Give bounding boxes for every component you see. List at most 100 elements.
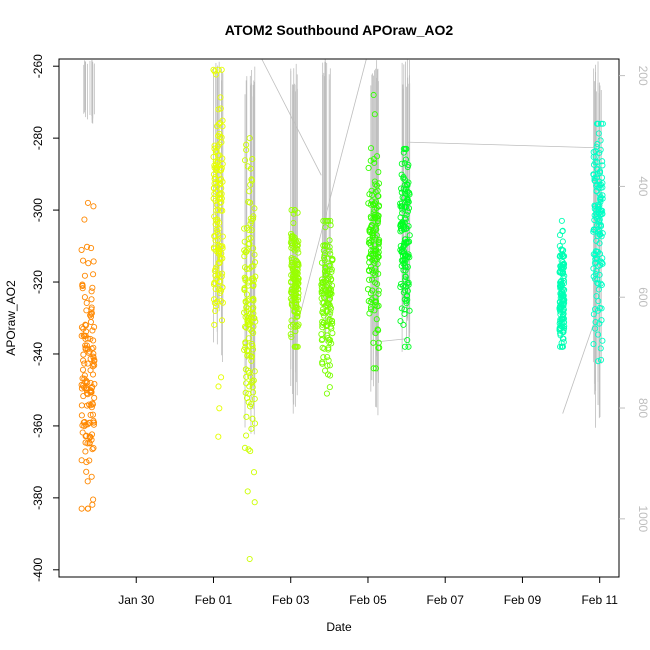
data-point <box>371 178 378 185</box>
x-tick-label: Feb 03 <box>272 593 310 607</box>
y-tick-label: -300 <box>31 198 45 222</box>
data-point <box>590 311 597 318</box>
data-point <box>211 321 218 328</box>
data-point <box>559 228 566 235</box>
data-point <box>80 357 87 364</box>
data-point <box>404 296 411 303</box>
data-point <box>327 289 334 296</box>
data-point <box>218 298 225 305</box>
data-point <box>366 228 373 235</box>
data-point <box>89 446 96 453</box>
data-point <box>288 333 295 341</box>
data-point <box>83 377 90 384</box>
data-point <box>556 253 563 260</box>
data-point <box>89 327 96 334</box>
data-point <box>243 394 251 402</box>
data-point <box>370 155 377 163</box>
data-point <box>375 249 382 256</box>
data-point <box>210 153 217 160</box>
secondary-y-axis: 200 400 600 800 1000 <box>619 66 650 532</box>
data-point <box>598 259 605 266</box>
data-point <box>81 216 88 223</box>
data-point <box>321 345 328 352</box>
data-point <box>88 385 95 392</box>
data-point <box>83 299 90 306</box>
data-point <box>557 322 564 329</box>
data-point <box>406 232 413 239</box>
data-point <box>214 143 221 150</box>
data-point <box>369 191 376 199</box>
data-point <box>365 298 372 305</box>
data-point <box>79 282 86 290</box>
data-point <box>78 246 85 253</box>
data-point <box>398 245 406 252</box>
data-point <box>592 319 599 326</box>
data-point <box>218 139 225 146</box>
y-tick-label: -280 <box>31 126 45 150</box>
data-point <box>219 117 226 124</box>
data-point <box>243 413 250 420</box>
data-point <box>329 257 336 264</box>
data-point <box>366 191 373 198</box>
data-point <box>322 303 329 310</box>
data-point <box>242 340 249 347</box>
data-point <box>320 310 327 317</box>
y-tick-label: -400 <box>31 557 45 581</box>
data-point <box>241 225 248 232</box>
x-axis-label: Date <box>326 620 352 634</box>
data-point <box>287 331 294 338</box>
data-point <box>90 271 97 278</box>
data-point <box>328 266 335 273</box>
data-point <box>249 156 256 163</box>
data-point <box>251 368 258 375</box>
data-point <box>599 207 606 214</box>
data-point <box>590 228 597 235</box>
data-point <box>81 272 88 279</box>
data-point <box>593 143 600 150</box>
data-point <box>401 343 409 350</box>
data-point <box>595 331 602 338</box>
data-point <box>329 320 336 327</box>
data-point <box>216 219 223 226</box>
data-point <box>322 264 329 271</box>
data-point <box>370 91 377 99</box>
data-point <box>404 163 411 171</box>
data-point <box>219 233 226 240</box>
data-point <box>81 333 88 340</box>
data-point <box>293 301 300 309</box>
data-point <box>219 155 226 162</box>
data-point <box>288 317 295 324</box>
data-point <box>215 433 222 440</box>
data-point <box>326 296 333 303</box>
data-point <box>293 257 300 264</box>
data-point <box>87 335 94 343</box>
data-point <box>213 303 220 310</box>
data-point <box>218 195 225 202</box>
data-point <box>245 235 253 242</box>
data-point <box>244 488 251 495</box>
data-point <box>372 215 379 222</box>
data-point <box>321 254 328 261</box>
data-point <box>599 337 606 344</box>
data-point <box>372 247 379 254</box>
data-point <box>597 137 604 144</box>
data-point <box>599 162 606 169</box>
data-point <box>557 265 564 272</box>
data-point <box>84 199 92 206</box>
data-point <box>597 198 604 205</box>
data-point <box>319 309 326 316</box>
data-point <box>78 505 85 512</box>
data-point <box>216 247 223 255</box>
data-point <box>558 277 565 284</box>
data-point <box>248 340 255 348</box>
data-point <box>372 250 379 257</box>
data-point <box>246 383 253 390</box>
data-point <box>595 130 602 137</box>
data-point <box>401 296 408 303</box>
data-point <box>326 316 333 323</box>
data-point <box>251 499 258 506</box>
data-point <box>398 305 405 312</box>
data-point <box>250 277 257 284</box>
data-point <box>84 391 91 398</box>
data-point <box>368 263 375 270</box>
